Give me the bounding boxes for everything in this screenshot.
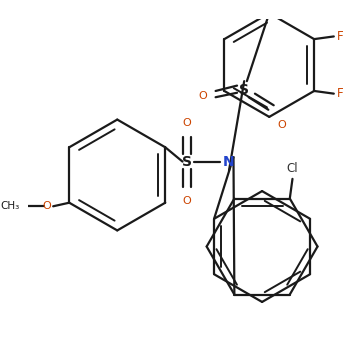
- Text: O: O: [183, 196, 191, 205]
- Text: O: O: [183, 118, 191, 128]
- Text: N: N: [223, 155, 235, 169]
- Text: S: S: [182, 155, 192, 169]
- Text: Cl: Cl: [287, 162, 298, 175]
- Text: O: O: [198, 91, 207, 102]
- Text: S: S: [239, 83, 249, 97]
- Text: CH₃: CH₃: [1, 201, 20, 211]
- Text: O: O: [277, 120, 286, 131]
- Text: O: O: [43, 201, 51, 211]
- Text: F: F: [336, 30, 343, 43]
- Text: F: F: [336, 87, 343, 100]
